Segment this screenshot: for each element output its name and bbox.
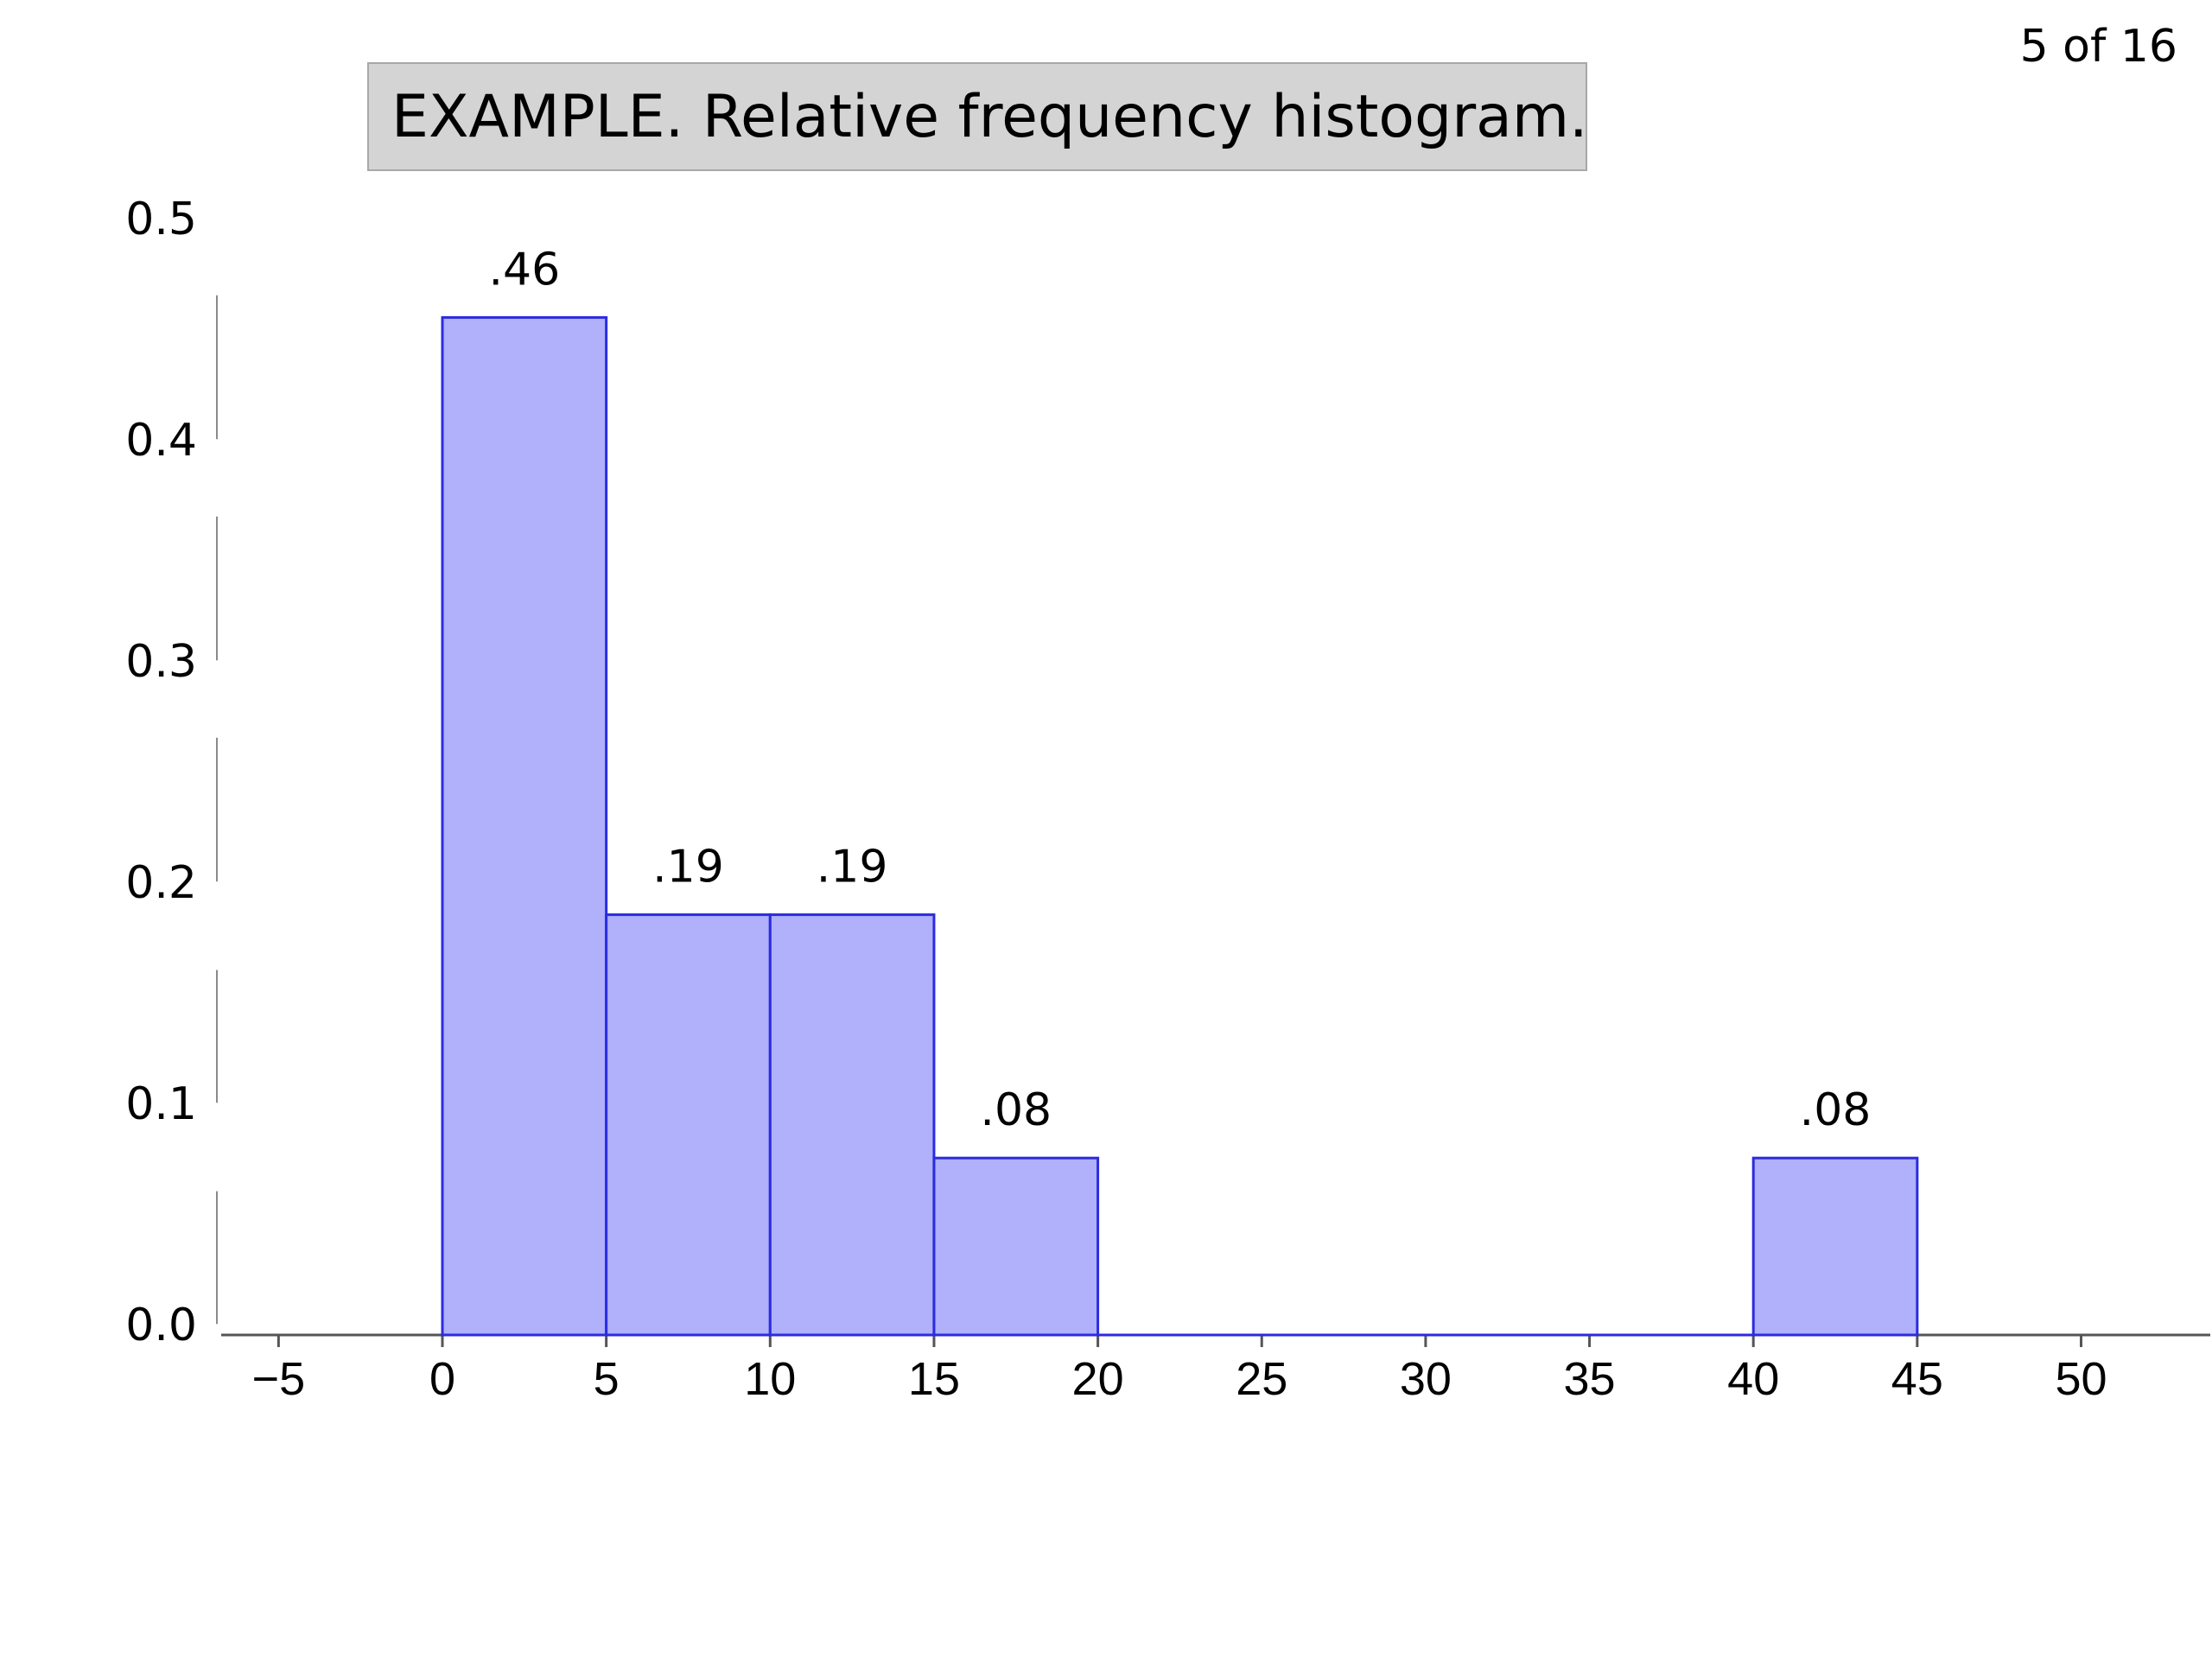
histogram-bar <box>768 913 936 1337</box>
x-tick-label: 50 <box>2055 1353 2107 1405</box>
bar-value-label: .19 <box>652 842 724 893</box>
x-tick-label: 5 <box>594 1353 620 1405</box>
x-tick-label: 0 <box>429 1353 455 1405</box>
x-tick-label: −5 <box>252 1353 306 1405</box>
bar-value-label: .19 <box>817 842 888 893</box>
x-tick-label: 30 <box>1400 1353 1452 1405</box>
x-tick-label: 15 <box>908 1353 960 1405</box>
chart-title: EXAMPLE. Relative frequency histogram. <box>391 82 1588 151</box>
y-tick-label: 0.0 <box>125 1300 197 1351</box>
x-tick-label: 35 <box>1564 1353 1616 1405</box>
histogram-bar <box>1751 1156 1919 1337</box>
y-tick-label: 0.4 <box>125 415 197 467</box>
y-tick-label: 0.1 <box>125 1078 197 1130</box>
y-tick-label: 0.3 <box>125 636 197 688</box>
page-indicator: 5 of 16 <box>2019 21 2177 73</box>
x-axis: −5 0 5 10 15 20 25 30 35 40 45 50 <box>221 1333 2210 1405</box>
chart-title-box: EXAMPLE. Relative frequency histogram. <box>367 62 1588 171</box>
bar-value-label: .08 <box>1800 1084 1872 1136</box>
x-tick-label: 10 <box>744 1353 796 1405</box>
bar-value-label: .08 <box>980 1084 1052 1136</box>
y-tick-label: 0.5 <box>125 194 197 245</box>
x-tick-label: 20 <box>1072 1353 1124 1405</box>
histogram-bar <box>932 1156 1100 1337</box>
data-labels: .46 .19 .19 .08 .08 <box>488 244 1871 1136</box>
x-tick-label: 25 <box>1236 1353 1287 1405</box>
histogram-bar <box>605 913 772 1337</box>
x-tick-label: 45 <box>1891 1353 1943 1405</box>
y-axis: 0.0 0.1 0.2 0.3 0.4 0.5 <box>125 194 218 1351</box>
histogram-bar <box>441 315 608 1337</box>
histogram-bars <box>441 315 1919 1337</box>
y-tick-label: 0.2 <box>125 857 197 909</box>
x-tick-label: 40 <box>1727 1353 1779 1405</box>
bar-value-label: .46 <box>488 244 560 296</box>
